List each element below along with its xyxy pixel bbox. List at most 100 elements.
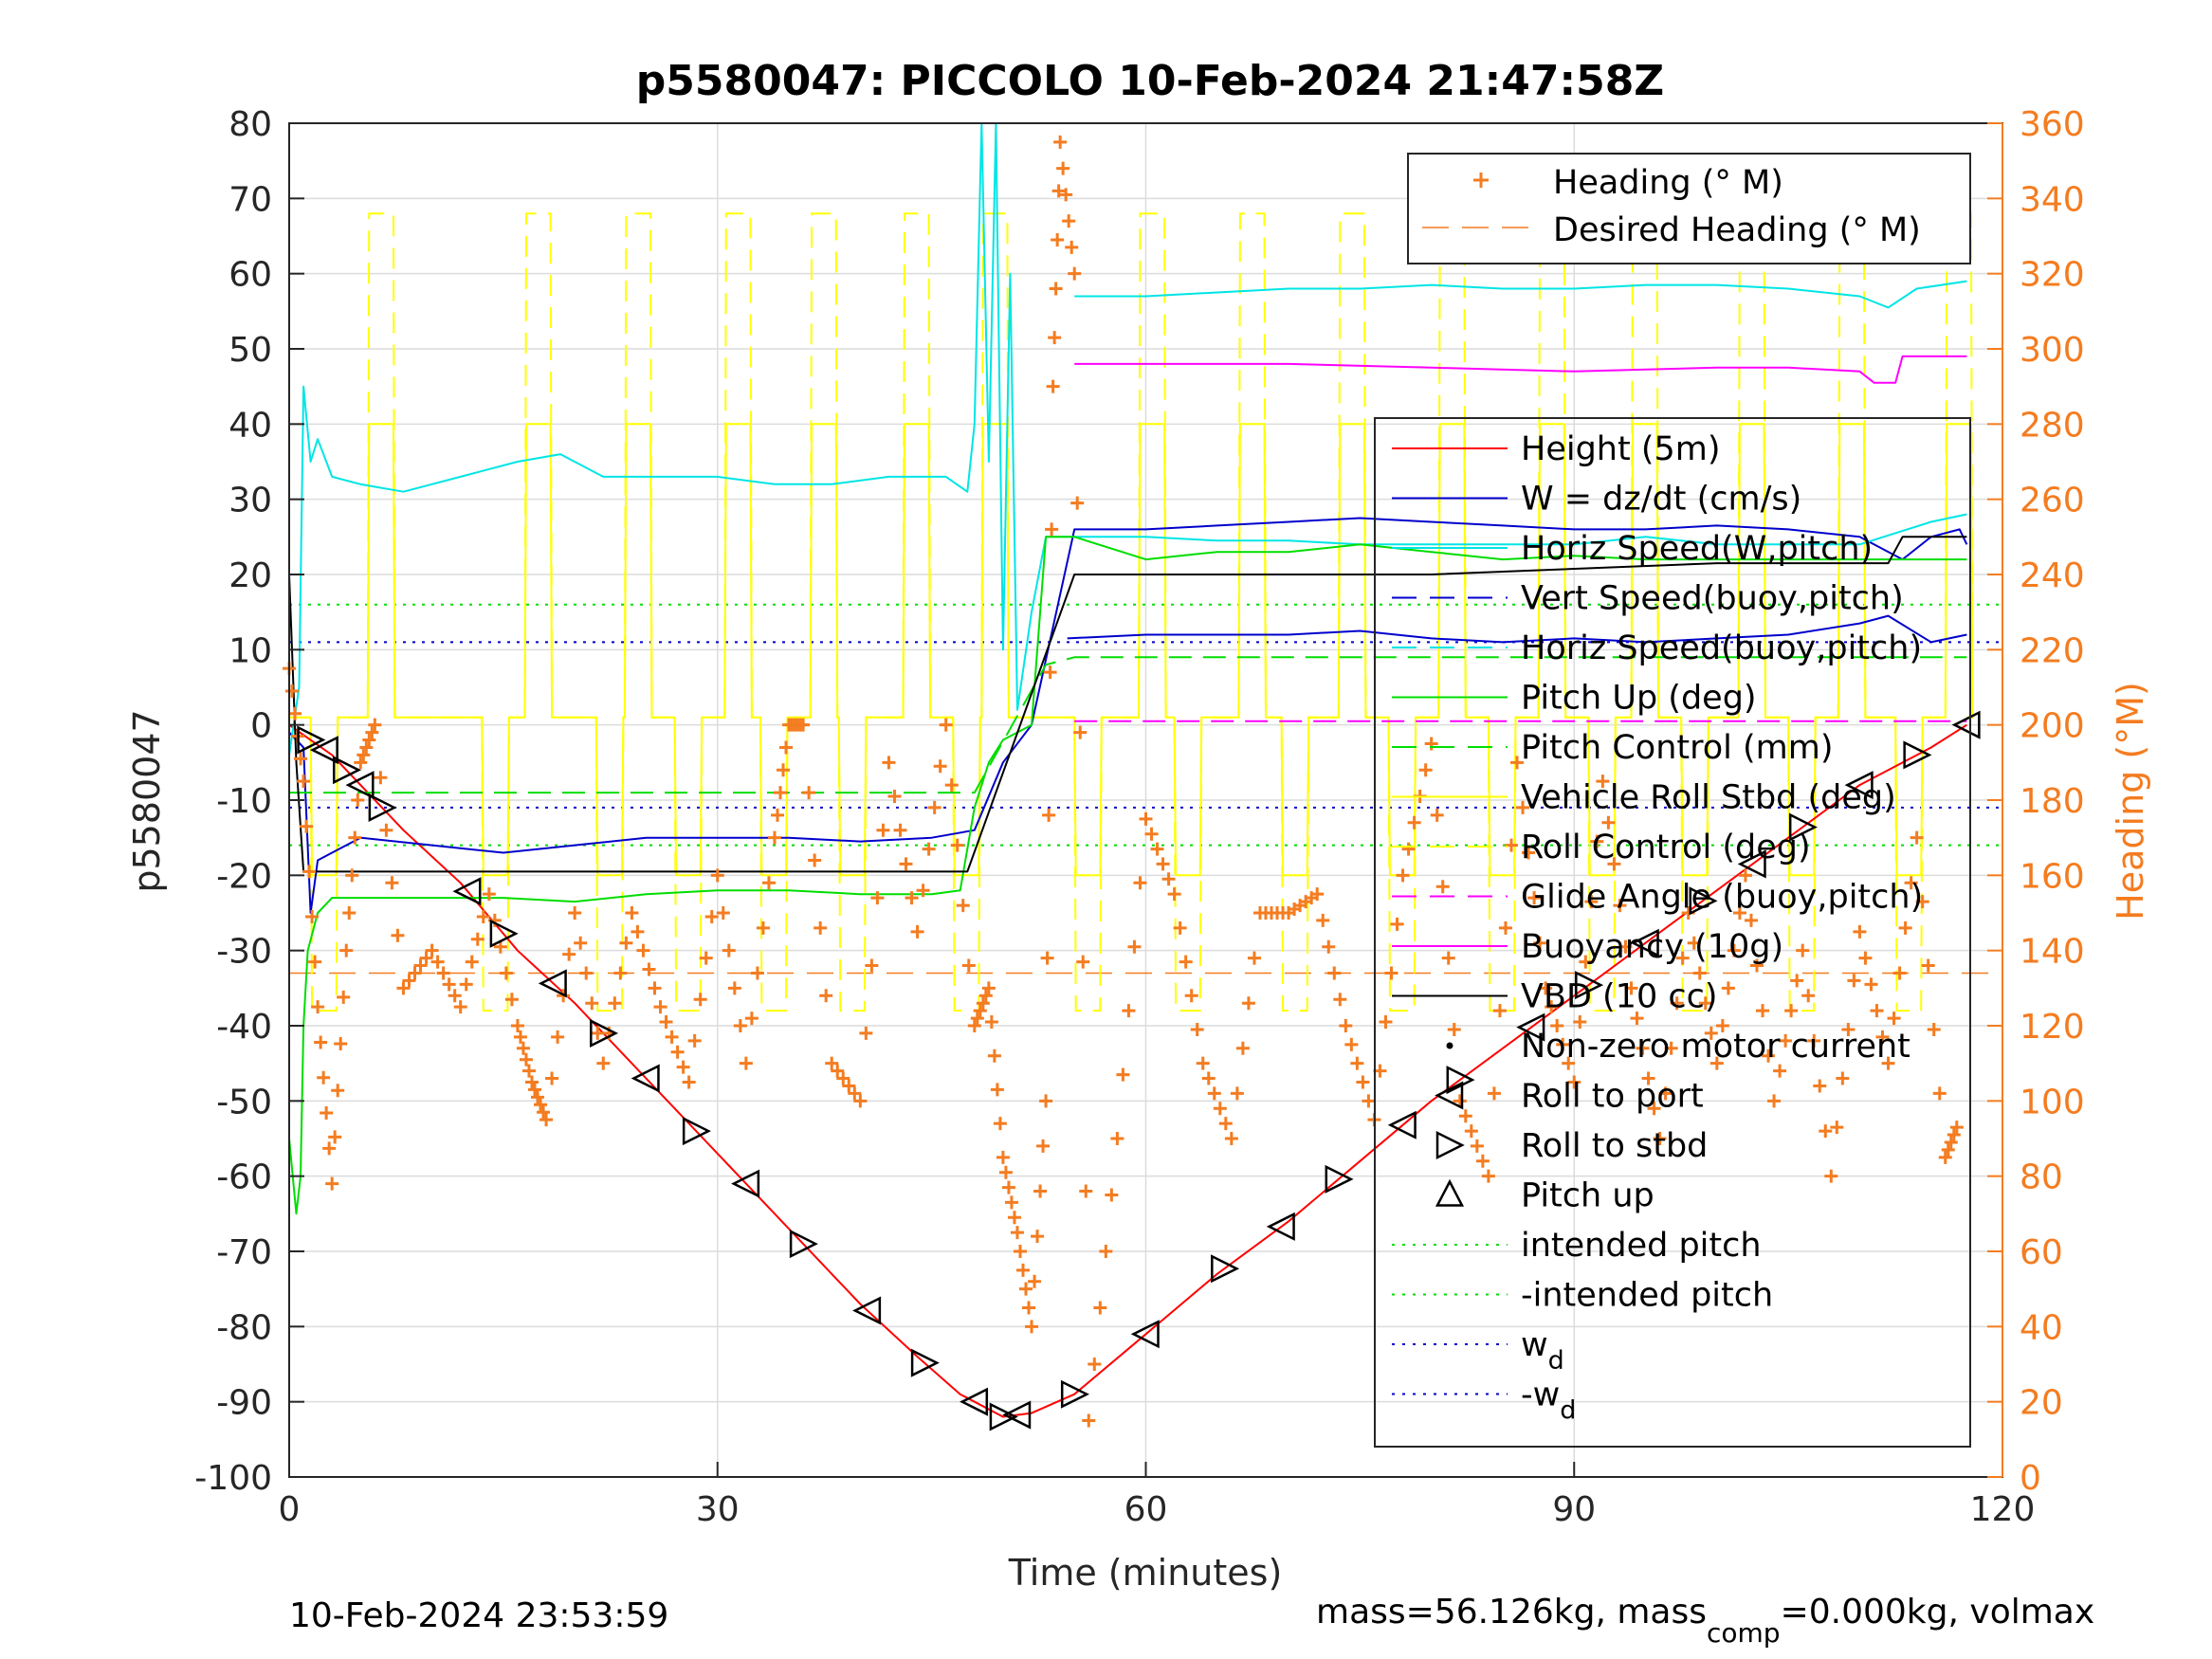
heading-point (294, 752, 308, 766)
roll-marker (989, 1402, 1018, 1431)
footer-mass-part2: =0.000kg, volmax (1781, 1593, 2095, 1632)
heading-point (631, 924, 645, 939)
heading-point (750, 966, 764, 980)
heading-point (531, 1090, 545, 1104)
heading-point (1858, 951, 1873, 965)
heading-point (676, 1060, 690, 1074)
main-legend-label: Vehicle Roll Stbd (deg) (1521, 779, 1896, 817)
heading-point (865, 958, 879, 973)
heading-point (308, 955, 322, 969)
heading-point (1875, 1030, 1890, 1044)
roll-marker (309, 736, 338, 765)
main-legend-label: Pitch Control (mm) (1521, 729, 1833, 767)
heading-point (1579, 955, 1593, 969)
heading-point (1161, 872, 1176, 886)
heading-point (1016, 1263, 1030, 1277)
heading-point (870, 891, 885, 905)
heading-point (1247, 951, 1261, 965)
heading-point (562, 947, 576, 961)
heading-point (1051, 184, 1066, 198)
roll-marker (590, 1018, 619, 1048)
y-right-tick-label: 80 (2020, 1158, 2063, 1197)
heading-point (1836, 1071, 1850, 1085)
roll-marker (1844, 771, 1874, 800)
heading-point (302, 865, 317, 879)
heading-point (1056, 161, 1070, 175)
heading-point (1910, 830, 1924, 845)
heading-point (1841, 1022, 1856, 1036)
heading-point (1039, 1094, 1053, 1108)
heading-point (1630, 1012, 1644, 1026)
heading-point (1932, 1086, 1947, 1101)
heading-point (1481, 1169, 1495, 1183)
y-left-tick-label: 10 (229, 631, 272, 670)
heading-point (687, 1033, 702, 1048)
roll-marker (297, 725, 326, 755)
y-left-tick-label: 40 (229, 406, 272, 445)
roll-marker (368, 793, 397, 822)
heading-point (1744, 913, 1758, 927)
heading-point (1819, 1124, 1833, 1139)
heading-point (825, 1056, 839, 1070)
main-legend-label: Pitch up (1521, 1177, 1654, 1215)
roll-marker (1689, 886, 1718, 916)
heading-point (939, 718, 953, 732)
heading-point (342, 906, 356, 920)
heading-point (1093, 1301, 1107, 1315)
heading-point (1196, 1056, 1210, 1070)
roll-marker (1516, 1012, 1545, 1042)
roll-marker (1788, 812, 1818, 842)
y-left-tick-label: -90 (216, 1384, 272, 1423)
heading-point (984, 1015, 998, 1030)
heading-point (396, 981, 411, 995)
heading-point (1013, 1245, 1027, 1258)
y-right-tick-label: 200 (2020, 707, 2085, 746)
heading-point (944, 778, 959, 793)
heading-point (1796, 943, 1810, 957)
heading-point (1881, 1056, 1895, 1070)
heading-point (961, 958, 976, 973)
heading-point (551, 1030, 565, 1044)
heading-point (1350, 1056, 1364, 1070)
heading-point (1179, 955, 1193, 969)
heading-point (1218, 1117, 1233, 1131)
heading-point (311, 1000, 325, 1014)
y-left-tick-label: 0 (250, 707, 272, 746)
heading-point (1235, 1041, 1250, 1055)
heading-point (1539, 981, 1553, 995)
heading-point (1944, 1135, 1958, 1149)
heading-point (1019, 1282, 1033, 1296)
heading-point (521, 1064, 536, 1078)
roll-marker (1951, 710, 1981, 739)
heading-point (585, 996, 599, 1011)
roll-marker (682, 1117, 711, 1146)
heading-point (887, 790, 902, 804)
heading-point (1864, 977, 1878, 992)
heading-point (1046, 379, 1060, 393)
heading-point (1224, 1132, 1238, 1145)
heading-point (831, 1064, 845, 1078)
heading-point (802, 786, 816, 800)
heading-point (413, 958, 428, 973)
heading-point (1042, 808, 1056, 822)
heading-point (1556, 1037, 1570, 1051)
roll-marker (1446, 1066, 1475, 1095)
heading-point (300, 819, 314, 833)
heading-point (1356, 1075, 1370, 1089)
heading-point (1062, 214, 1076, 228)
heading-point (513, 1030, 527, 1044)
heading-point (1613, 899, 1627, 913)
y-left-tick-label: 60 (229, 256, 272, 295)
heading-point (1073, 725, 1088, 739)
y-right-tick-label: 320 (2020, 256, 2085, 295)
heading-point (419, 951, 433, 965)
series-line-0 (288, 723, 1967, 1418)
heading-point (981, 981, 996, 995)
heading-point (1430, 808, 1444, 822)
heading-point (1824, 1169, 1838, 1183)
heading-point (1045, 522, 1059, 537)
series-line-4 (1067, 614, 1967, 644)
y-right-tick-label: 20 (2020, 1384, 2063, 1423)
heading-point (653, 1000, 667, 1014)
heading-point (648, 981, 662, 995)
